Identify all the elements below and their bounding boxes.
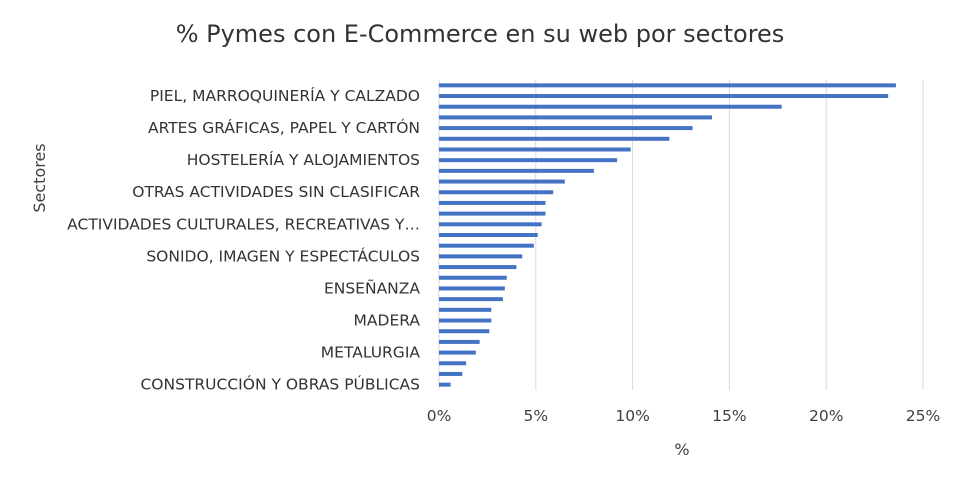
category-label-3: OTRAS ACTIVIDADES SIN CLASIFICAR (132, 183, 420, 201)
category-label-9: CONSTRUCCIÓN Y OBRAS PÚBLICAS (140, 375, 420, 394)
chart-title: % Pymes con E-Commerce en su web por sec… (176, 20, 785, 48)
bar-16 (439, 254, 523, 259)
x-tick-label-2: 10% (615, 407, 649, 425)
bar-20 (439, 297, 503, 302)
bar-19 (439, 286, 505, 291)
category-label-8: METALURGIA (321, 344, 421, 362)
bar-14 (439, 233, 538, 237)
category-label-1: ARTES GRÁFICAS, PAPEL Y CARTÓN (148, 118, 420, 137)
bar-13 (439, 222, 542, 227)
bar-24 (439, 339, 480, 344)
bar-18 (439, 275, 507, 280)
bar-11 (439, 200, 546, 205)
x-tick-label-1: 5% (524, 407, 549, 425)
category-label-6: ENSEÑANZA (324, 278, 420, 297)
category-label-2: HOSTELERÍA Y ALOJAMIENTOS (187, 150, 420, 169)
y-axis-title: Sectores (30, 143, 49, 212)
bar-12 (439, 211, 546, 216)
bar-7 (439, 158, 618, 163)
bar-8 (439, 168, 594, 173)
bar-9 (439, 179, 565, 184)
bar-5 (439, 136, 670, 141)
bars-group (439, 83, 896, 387)
x-tick-label-3: 15% (712, 407, 746, 425)
bar-3 (439, 115, 712, 120)
bar-2 (439, 104, 782, 109)
bar-6 (439, 147, 631, 152)
bar-26 (439, 361, 467, 366)
bar-28 (439, 382, 451, 387)
gridlines (438, 80, 924, 390)
bar-15 (439, 243, 534, 248)
x-tick-label-0: 0% (427, 407, 452, 425)
category-label-4: ACTIVIDADES CULTURALES, RECREATIVAS Y… (67, 215, 420, 233)
category-labels: PIEL, MARROQUINERÍA Y CALZADO ARTES GRÁFI… (67, 86, 420, 394)
bar-27 (439, 371, 463, 376)
x-axis-title: % (674, 440, 689, 459)
bar-25 (439, 350, 476, 355)
bar-4 (439, 126, 693, 131)
category-label-5: SONIDO, IMAGEN Y ESPECTÁCULOS (146, 246, 420, 265)
category-label-0: PIEL, MARROQUINERÍA Y CALZADO (150, 86, 420, 105)
bar-17 (439, 265, 517, 270)
bar-1 (439, 94, 889, 99)
bar-10 (439, 190, 554, 195)
bar-22 (439, 318, 492, 323)
category-label-7: MADERA (354, 312, 421, 330)
x-tick-labels: 0% 5% 10% 15% 20% 25% (427, 407, 941, 425)
bar-23 (439, 329, 490, 334)
bar-0 (439, 83, 896, 88)
bar-21 (439, 307, 492, 312)
x-tick-label-4: 20% (809, 407, 843, 425)
x-tick-label-5: 25% (906, 407, 940, 425)
